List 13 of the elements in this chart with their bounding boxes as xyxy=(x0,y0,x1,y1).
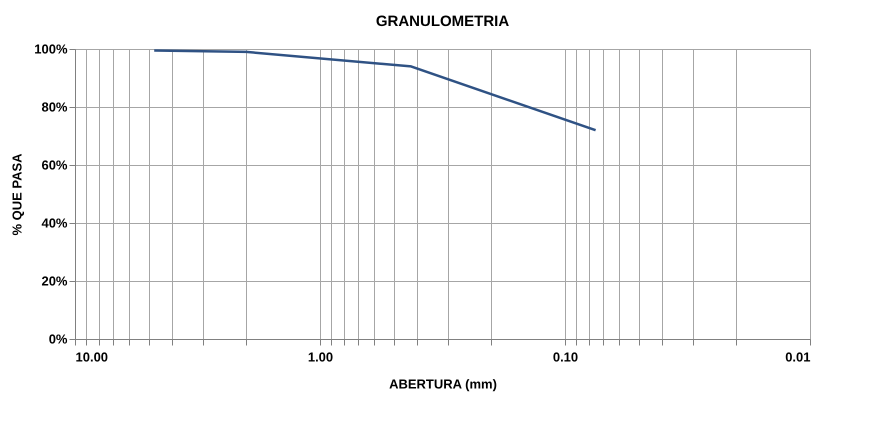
y-axis-title: % QUE PASA xyxy=(9,152,24,236)
x-tick-label: 0.10 xyxy=(552,350,578,364)
x-tick-label: 0.01 xyxy=(785,350,810,364)
y-tick-label: 80% xyxy=(41,100,68,114)
y-tick-label: 0% xyxy=(48,332,68,346)
y-tick-label: 60% xyxy=(41,158,68,172)
x-tick-label: 10.00 xyxy=(76,350,108,364)
chart-title: GRANULOMETRIA xyxy=(376,13,510,30)
x-axis-title: ABERTURA (mm) xyxy=(389,376,497,392)
y-tick-label: 20% xyxy=(41,274,68,288)
x-tick-label: 1.00 xyxy=(308,350,334,364)
y-tick-label: 40% xyxy=(41,216,68,230)
y-tick-label: 100% xyxy=(34,42,68,56)
